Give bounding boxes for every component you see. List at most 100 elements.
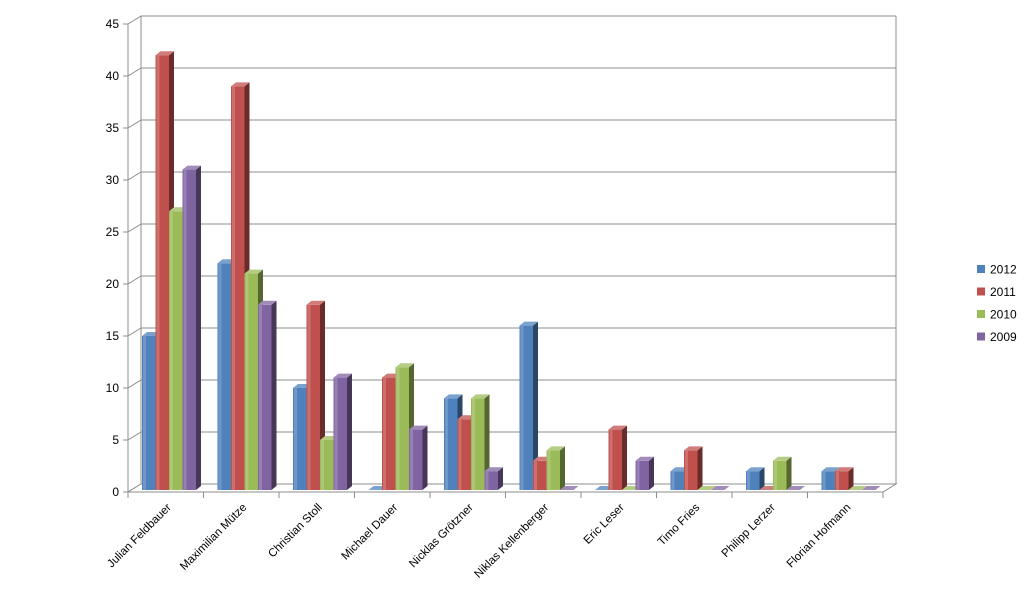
bar <box>560 486 579 490</box>
bar-highlight <box>156 55 160 490</box>
bar-highlight <box>774 460 777 490</box>
bar-highlight <box>534 460 537 490</box>
legend-swatch <box>977 265 985 273</box>
bar <box>258 300 277 490</box>
bar-highlight <box>685 450 688 490</box>
legend-swatch <box>977 287 985 296</box>
legend-label: 2011 <box>990 285 1016 299</box>
bar-top-face <box>333 373 352 378</box>
y-tick-label: 45 <box>106 17 120 31</box>
bar-top-face <box>862 486 881 490</box>
bar-highlight <box>396 367 400 490</box>
bar-top-face <box>306 300 325 305</box>
legend: 2012 2011 2010 2009 <box>977 263 1017 344</box>
bar-highlight <box>547 450 551 490</box>
gridline-side <box>127 171 142 181</box>
bar <box>697 486 716 490</box>
bar-highlight <box>822 471 826 490</box>
bar <box>746 467 765 490</box>
bar-highlight <box>671 471 675 490</box>
bar-side-face <box>484 394 490 490</box>
bar <box>471 394 490 490</box>
bar-highlight <box>636 460 640 490</box>
y-tick-label: 35 <box>106 121 120 135</box>
bar-highlight <box>410 429 413 490</box>
bar-top-face <box>848 486 867 490</box>
bar <box>684 446 703 490</box>
bar-highlight <box>383 377 386 490</box>
bar-side-face <box>533 321 538 490</box>
bar-highlight <box>143 336 146 490</box>
bar-side-face <box>196 165 201 490</box>
bar-top-face <box>635 456 654 461</box>
bar <box>848 486 867 490</box>
bar-top-face <box>746 467 765 472</box>
y-tick-label: 25 <box>106 225 120 239</box>
bar <box>484 467 503 490</box>
bar-side-face <box>271 300 277 490</box>
bar <box>546 446 565 490</box>
bar-side-face <box>697 446 703 490</box>
bar-top-face <box>684 446 703 451</box>
x-tick-label: Niklas Kellenberger <box>472 502 551 581</box>
bar <box>835 467 854 490</box>
legend-label: 2009 <box>990 330 1017 344</box>
bar <box>519 321 538 490</box>
legend-entry: 2012 <box>977 263 1017 277</box>
y-tick-label: 0 <box>112 485 119 499</box>
y-tick-label: 20 <box>106 277 120 291</box>
bar-top-face <box>409 425 428 430</box>
bar-top-face <box>182 165 201 170</box>
legend-label: 2010 <box>990 308 1017 322</box>
x-tick-label: Julian Feldbauer <box>105 502 174 571</box>
bar-top-face <box>155 51 174 56</box>
bar-side-face <box>498 467 503 490</box>
x-tick-label: Nicklas Grötzner <box>407 502 476 571</box>
bar-top-face <box>835 467 854 472</box>
legend-label: 2012 <box>990 263 1017 277</box>
bar-top-face <box>258 300 277 305</box>
legend-entry: 2010 <box>977 308 1017 322</box>
legend-entry: 2011 <box>977 285 1016 299</box>
bar-top-face <box>608 425 627 430</box>
bar-highlight <box>307 304 311 490</box>
bar <box>182 165 201 490</box>
bar-highlight <box>218 263 222 490</box>
bar-highlight <box>836 471 839 490</box>
bar-highlight <box>321 440 324 490</box>
y-tick-label: 30 <box>106 173 120 187</box>
legend-entry: 2009 <box>977 330 1017 344</box>
bar <box>333 373 352 490</box>
bar-side-face <box>759 467 765 490</box>
bar-highlight <box>232 86 235 491</box>
bar-top-face <box>560 486 579 490</box>
bar-top-face <box>484 467 503 472</box>
gridline-side <box>127 327 142 337</box>
bar-highlight <box>245 273 249 490</box>
bar <box>711 486 730 490</box>
bar-highlight <box>259 304 262 490</box>
x-tick-label: Timo Fries <box>656 501 703 548</box>
bar-top-face <box>244 269 263 274</box>
x-tick-labels: Julian Feldbauer Maximilian Mütze Christia… <box>105 501 853 580</box>
bar-side-face <box>622 425 627 490</box>
bar-top-face <box>395 363 414 368</box>
gridline-side <box>127 119 142 129</box>
gridline-side <box>127 379 142 389</box>
x-tick-label: Christian Stoll <box>266 502 325 561</box>
bar <box>409 425 428 490</box>
y-tick-labels: 0 5 10 15 20 25 30 35 40 45 <box>106 17 120 499</box>
bar-top-face <box>711 486 730 490</box>
bar-top-face <box>471 394 490 399</box>
bar-highlight <box>609 429 613 490</box>
bars <box>142 51 881 491</box>
y-tick-label: 10 <box>106 381 120 395</box>
bar-side-face <box>560 446 565 490</box>
bar <box>786 486 805 490</box>
bar-highlight <box>485 471 489 490</box>
bar-highlight <box>458 419 462 490</box>
y-tick-label: 5 <box>112 433 119 447</box>
y-tick-label: 15 <box>106 329 120 343</box>
legend-swatch <box>977 310 985 318</box>
